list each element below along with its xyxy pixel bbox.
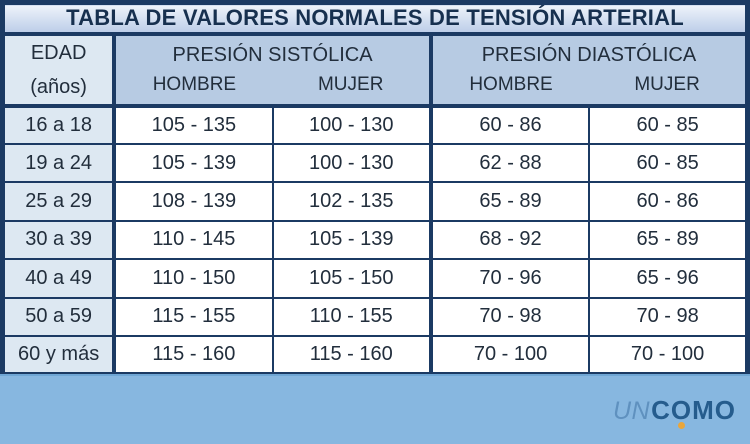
table-row: 16 a 18 105 - 135 100 - 130 60 - 86 60 -… (1, 104, 749, 145)
systolic-men-header: HOMBRE (114, 71, 273, 108)
logo-dot-icon (678, 421, 686, 429)
value-cell: 100 - 130 (271, 104, 433, 145)
table-row: 19 a 24 105 - 139 100 - 130 62 - 88 60 -… (1, 142, 749, 184)
value-cell: 115 - 155 (113, 296, 274, 338)
table-row: 60 y más 115 - 160 115 - 160 70 - 100 70… (1, 335, 749, 376)
diastolic-men-header: HOMBRE (428, 71, 590, 108)
table-body: 16 a 18 105 - 135 100 - 130 60 - 86 60 -… (1, 104, 749, 376)
value-cell: 70 - 96 (429, 258, 591, 299)
value-cell: 70 - 100 (429, 335, 591, 376)
age-cell: 16 a 18 (1, 104, 117, 145)
diastolic-group-header: PRESIÓN DIASTÓLICA (428, 33, 748, 72)
age-cell: 40 a 49 (1, 258, 117, 299)
systolic-women-header: MUJER (272, 71, 431, 108)
table-row: 30 a 39 110 - 145 105 - 139 68 - 92 65 -… (1, 219, 749, 261)
age-cell: 60 y más (1, 335, 117, 376)
value-cell: 60 - 85 (588, 142, 749, 184)
age-cell: 30 a 39 (1, 219, 117, 261)
value-cell: 115 - 160 (271, 335, 433, 376)
value-cell: 65 - 89 (588, 219, 749, 261)
value-cell: 60 - 86 (429, 104, 591, 145)
logo-como-wrap: COMO (651, 394, 736, 429)
blood-pressure-table: TABLA DE VALORES NORMALES DE TENSIÓN ART… (0, 0, 750, 376)
table-row: 40 a 49 110 - 150 105 - 150 70 - 96 65 -… (1, 258, 749, 299)
value-cell: 105 - 150 (271, 258, 433, 299)
value-cell: 105 - 139 (113, 142, 274, 184)
value-cell: 105 - 135 (113, 104, 274, 145)
age-header-line2: (años) (30, 75, 87, 98)
logo-como-text: COMO (651, 394, 736, 425)
value-cell: 60 - 86 (588, 181, 749, 222)
value-cell: 110 - 155 (271, 296, 433, 338)
table-row: 25 a 29 108 - 139 102 - 135 65 - 89 60 -… (1, 181, 749, 222)
age-cell: 19 a 24 (1, 142, 117, 184)
uncomo-logo[interactable]: UN COMO (613, 394, 736, 429)
value-cell: 110 - 150 (113, 258, 274, 299)
systolic-group-header: PRESIÓN SISTÓLICA (114, 33, 431, 72)
footer-bar: UN COMO (0, 374, 750, 444)
age-cell: 25 a 29 (1, 181, 117, 222)
value-cell: 70 - 98 (429, 296, 591, 338)
value-cell: 102 - 135 (271, 181, 433, 222)
value-cell: 108 - 139 (113, 181, 274, 222)
value-cell: 70 - 98 (588, 296, 749, 338)
value-cell: 60 - 85 (588, 104, 749, 145)
value-cell: 62 - 88 (429, 142, 591, 184)
value-cell: 68 - 92 (429, 219, 591, 261)
value-cell: 65 - 89 (429, 181, 591, 222)
age-cell: 50 a 59 (1, 296, 117, 338)
value-cell: 100 - 130 (271, 142, 433, 184)
table-row: 50 a 59 115 - 155 110 - 155 70 - 98 70 -… (1, 296, 749, 338)
table-title: TABLA DE VALORES NORMALES DE TENSIÓN ART… (2, 2, 748, 36)
age-column-header: EDAD (años) (2, 33, 117, 108)
value-cell: 115 - 160 (113, 335, 274, 376)
value-cell: 70 - 100 (588, 335, 749, 376)
logo-un-text: UN (613, 396, 651, 425)
diastolic-women-header: MUJER (589, 71, 748, 108)
value-cell: 105 - 139 (271, 219, 433, 261)
value-cell: 110 - 145 (113, 219, 274, 261)
value-cell: 65 - 96 (588, 258, 749, 299)
age-header-line1: EDAD (30, 41, 87, 64)
